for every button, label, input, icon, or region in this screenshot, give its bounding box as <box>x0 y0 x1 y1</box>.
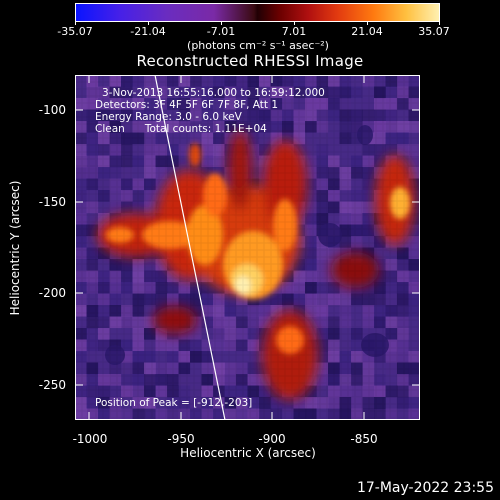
plot-title: Reconstructed RHESSI Image <box>136 52 364 70</box>
colorbar-tick-label: 7.01 <box>281 25 307 38</box>
colorbar-tick-label: -35.07 <box>57 25 93 38</box>
plot-frame <box>75 75 420 420</box>
colorbar-tick <box>75 21 76 25</box>
annotation-time-range: 3-Nov-2013 16:55:16.000 to 16:59:12.000 <box>102 87 325 99</box>
annotation-peak-position: Position of Peak = [-912,-203] <box>95 397 253 409</box>
colorbar-units: (photons cm⁻² s⁻¹ asec⁻²) <box>187 39 329 52</box>
colorbar <box>75 3 440 22</box>
x-tick-label: -900 <box>258 432 286 446</box>
timestamp: 17-May-2022 23:55 <box>356 480 494 496</box>
annotation-method: Clean Total counts: 1.11E+04 <box>95 123 267 135</box>
x-tick-label: -1000 <box>72 432 108 446</box>
rhessi-image-canvas <box>75 75 420 420</box>
y-tick-label: -250 <box>38 378 66 392</box>
colorbar-tick-label: 21.04 <box>351 25 383 38</box>
colorbar-tick <box>221 21 222 25</box>
annotation-detectors: Detectors: 3F 4F 5F 6F 7F 8F, Att 1 <box>95 99 279 111</box>
colorbar-tick <box>294 21 295 25</box>
y-tick-label: -100 <box>38 103 66 117</box>
y-axis-label: Heliocentric Y (arcsec) <box>8 180 22 316</box>
colorbar-tick <box>367 21 368 25</box>
solar-limb-line <box>154 75 226 420</box>
y-tick-label: -150 <box>38 195 66 209</box>
colorbar-tick <box>148 21 149 25</box>
x-tick-label: -850 <box>350 432 378 446</box>
x-axis-label: Heliocentric X (arcsec) <box>180 446 316 460</box>
colorbar-tick-label: -7.01 <box>206 25 236 38</box>
annotation-energy-range: Energy Range: 3.0 - 6.0 keV <box>95 111 242 123</box>
colorbar-tick-label: 35.07 <box>418 25 450 38</box>
colorbar-tick-label: -21.04 <box>130 25 166 38</box>
y-tick-label: -200 <box>38 286 66 300</box>
colorbar-tick <box>439 21 440 25</box>
x-tick-label: -950 <box>167 432 195 446</box>
